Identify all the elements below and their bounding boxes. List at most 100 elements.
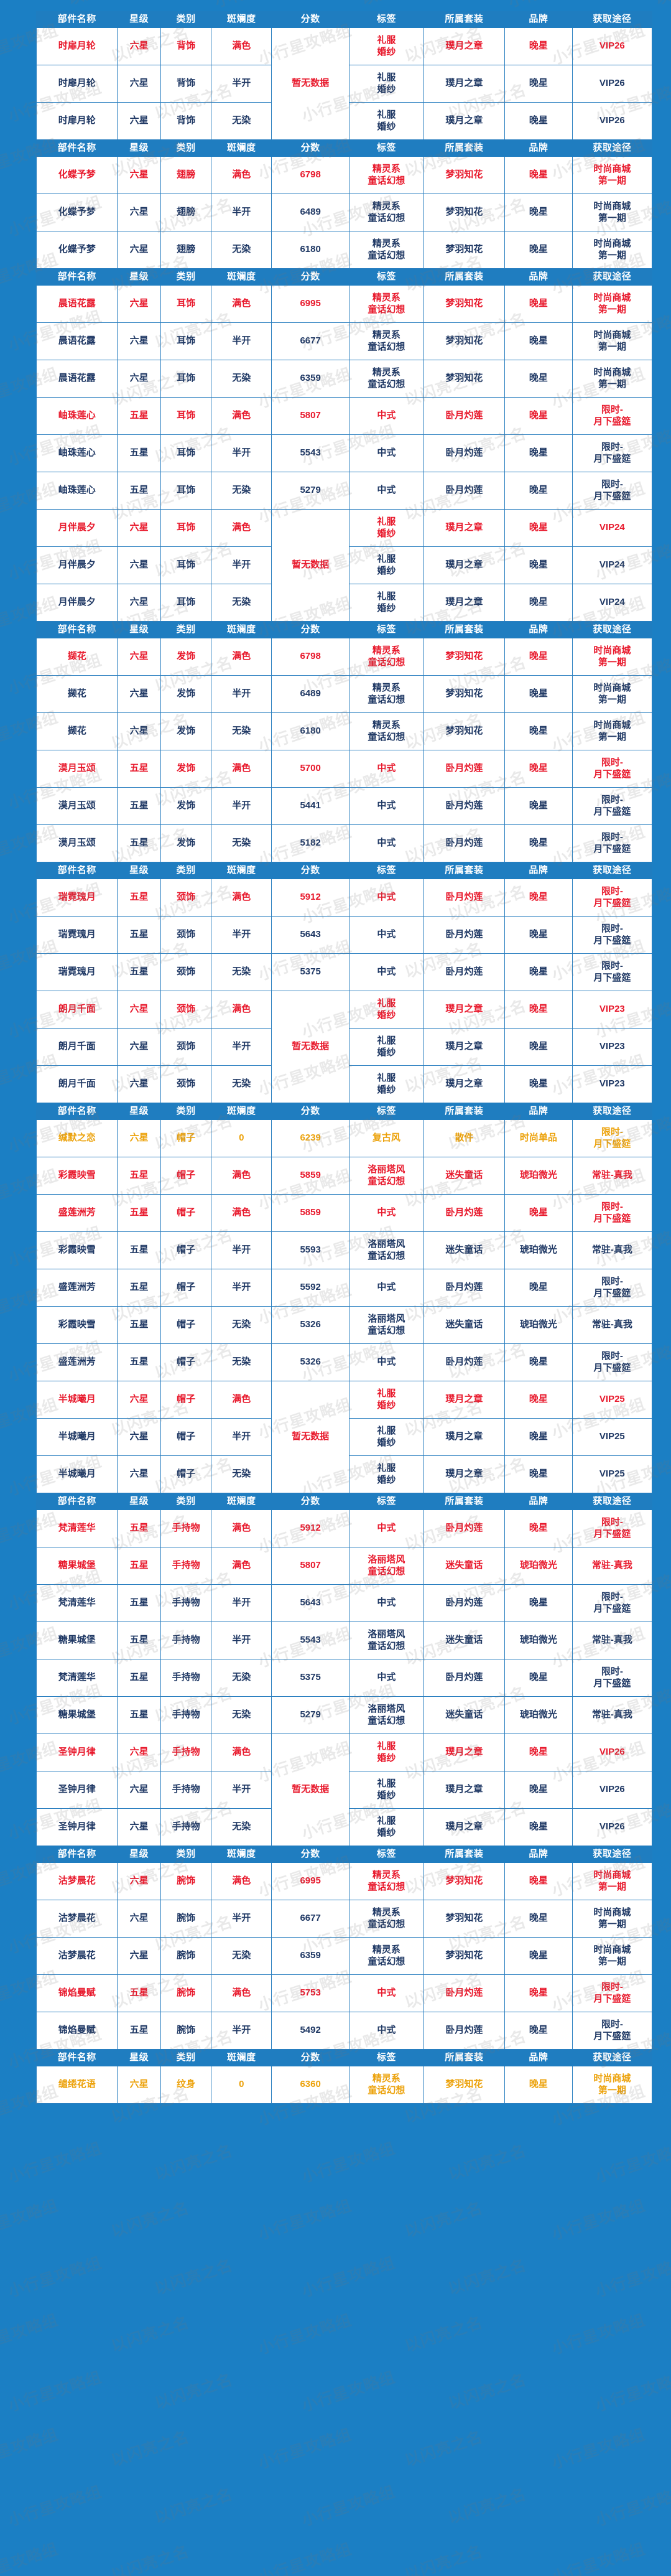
cell-tag: 中式 <box>349 953 424 991</box>
cell-part-name: 时扉月轮 <box>35 102 118 140</box>
cell-source: 限时- 月下盛筵 <box>572 1584 653 1622</box>
watermark-text: 以闪亮之名 <box>152 2371 235 2413</box>
watermark-text: 小行星攻略组 <box>550 2196 648 2244</box>
table-row: 撷花 六星 发饰 无染 6180 精灵系 童话幻想 梦羽知花 晚星 时尚商城 第一期 <box>35 712 653 750</box>
cell-star-level: 六星 <box>117 1119 161 1157</box>
cell-part-name: 月伴晨夕 <box>35 509 118 547</box>
watermark-text: 以闪亮之名 <box>152 2485 235 2527</box>
cell-star-level: 五星 <box>117 1194 161 1232</box>
cell-category: 翅膀 <box>160 231 212 269</box>
cell-suit: 梦羽知花 <box>423 1937 506 1975</box>
data-table: 部件名称 星级 类别 斑斓度 分数 标签 所属套装 品牌 获取途径 缄默之恋 六星 帽子 0 6239 复古… <box>35 1103 653 1493</box>
cell-tag: 礼服 婚纱 <box>349 991 424 1029</box>
cell-part-name: 沽梦晨花 <box>35 1900 118 1938</box>
cell-category: 手持物 <box>160 1771 212 1809</box>
table-row: 漠月玉颂 五星 发饰 半开 5441 中式 卧月灼莲 晚星 限时- 月下盛筵 <box>35 787 653 825</box>
column-header: 部件名称 <box>35 11 118 28</box>
cell-tag: 礼服 婚纱 <box>349 65 424 103</box>
table-row: 糖果城堡 五星 手持物 满色 5807 洛丽塔风 童话幻想 迷失童话 琥珀微光 常驻-真我 <box>35 1547 653 1585</box>
cell-suit: 璞月之章 <box>423 1734 506 1771</box>
cell-color-level: 满色 <box>211 1157 272 1195</box>
cell-brand: 晚星 <box>504 1937 573 1975</box>
cell-star-level: 五星 <box>117 1343 161 1381</box>
cell-star-level: 六星 <box>117 27 161 65</box>
cell-tag: 精灵系 童话幻想 <box>349 675 424 713</box>
cell-part-name: 时扉月轮 <box>35 65 118 103</box>
cell-star-level: 六星 <box>117 1862 161 1900</box>
cell-star-level: 五星 <box>117 1231 161 1269</box>
cell-category: 耳饰 <box>160 360 212 398</box>
cell-category: 耳饰 <box>160 584 212 622</box>
table-header-row: 部件名称 星级 类别 斑斓度 分数 标签 所属套装 品牌 获取途径 <box>35 1493 653 1510</box>
cell-category: 手持物 <box>160 1734 212 1771</box>
cell-color-level: 无染 <box>211 584 272 622</box>
cell-category: 颈饰 <box>160 1028 212 1066</box>
cell-tag: 礼服 婚纱 <box>349 102 424 140</box>
column-header: 标签 <box>349 269 424 286</box>
cell-tag: 复古风 <box>349 1119 424 1157</box>
cell-brand: 晚星 <box>504 675 573 713</box>
cell-color-level: 无染 <box>211 1065 272 1103</box>
column-header: 获取途径 <box>572 1846 653 1863</box>
cell-brand: 晚星 <box>504 194 573 231</box>
cell-part-name: 漠月玉颂 <box>35 787 118 825</box>
table-header-row: 部件名称 星级 类别 斑斓度 分数 标签 所属套装 品牌 获取途径 <box>35 622 653 638</box>
table-row: 晨语花露 六星 耳饰 半开 6677 精灵系 童话幻想 梦羽知花 晚星 时尚商城 第一期 <box>35 322 653 360</box>
cell-suit: 迷失童话 <box>423 1622 506 1659</box>
cell-source: 限时- 月下盛筵 <box>572 1974 653 2012</box>
cell-part-name: 糖果城堡 <box>35 1547 118 1585</box>
column-header: 斑斓度 <box>211 622 272 638</box>
cell-category: 帽子 <box>160 1343 212 1381</box>
cell-category: 帽子 <box>160 1231 212 1269</box>
cell-score: 5807 <box>271 1547 350 1585</box>
data-table: 部件名称 星级 类别 斑斓度 分数 标签 所属套装 品牌 获取途径 沽梦晨花 六星 腕饰 满色 6995 精… <box>35 1846 653 2050</box>
cell-source: 限时- 月下盛筵 <box>572 1510 653 1547</box>
column-header: 标签 <box>349 862 424 879</box>
cell-source: VIP23 <box>572 1028 653 1066</box>
table-row: 朗月千面 六星 颈饰 满色 暂无数据 礼服 婚纱 璞月之章 晚星 VIP23 <box>35 991 653 1103</box>
cell-color-level: 满色 <box>211 1510 272 1547</box>
cell-suit: 卧月灼莲 <box>423 1269 506 1307</box>
cell-tag: 中式 <box>349 879 424 917</box>
column-header: 分数 <box>271 2050 350 2066</box>
cell-color-level: 0 <box>211 2066 272 2104</box>
column-header: 分数 <box>271 140 350 157</box>
column-header: 获取途径 <box>572 269 653 286</box>
cell-star-level: 六星 <box>117 1734 161 1771</box>
cell-part-name: 梵清莲华 <box>35 1510 118 1547</box>
cell-source: VIP26 <box>572 1808 653 1846</box>
cell-suit: 迷失童话 <box>423 1547 506 1585</box>
cell-brand: 晚星 <box>504 1510 573 1547</box>
column-header: 星级 <box>117 862 161 879</box>
cell-tag: 精灵系 童话幻想 <box>349 322 424 360</box>
column-header: 星级 <box>117 269 161 286</box>
cell-part-name: 圣钟月律 <box>35 1771 118 1809</box>
cell-category: 手持物 <box>160 1547 212 1585</box>
cell-category: 发饰 <box>160 712 212 750</box>
column-header: 所属套装 <box>423 862 506 879</box>
column-header: 类别 <box>160 862 212 879</box>
table-row: 瑞霓瑰月 五星 颈饰 半开 5643 中式 卧月灼莲 晚星 限时- 月下盛筵 <box>35 916 653 954</box>
watermark-text: 以闪亮之名 <box>446 2142 529 2184</box>
cell-brand: 晚星 <box>504 231 573 269</box>
cell-brand: 晚星 <box>504 472 573 510</box>
cell-score: 6239 <box>271 1119 350 1157</box>
cell-brand: 晚星 <box>504 1734 573 1771</box>
cell-color-level: 满色 <box>211 27 272 65</box>
cell-brand: 晚星 <box>504 1343 573 1381</box>
cell-brand: 晚星 <box>504 1659 573 1697</box>
cell-brand: 晚星 <box>504 1862 573 1900</box>
cell-score: 5375 <box>271 1659 350 1697</box>
cell-category: 发饰 <box>160 750 212 788</box>
column-header: 分数 <box>271 1846 350 1863</box>
cell-score: 5543 <box>271 434 350 472</box>
cell-source: 限时- 月下盛筵 <box>572 1269 653 1307</box>
cell-part-name: 瑞霓瑰月 <box>35 916 118 954</box>
cell-brand: 晚星 <box>504 2066 573 2104</box>
table-row: 撷花 六星 发饰 半开 6489 精灵系 童话幻想 梦羽知花 晚星 时尚商城 第一期 <box>35 675 653 713</box>
cell-source: 限时- 月下盛筵 <box>572 953 653 991</box>
cell-category: 背饰 <box>160 65 212 103</box>
data-table: 部件名称 星级 类别 斑斓度 分数 标签 所属套装 品牌 获取途径 缱绻花语 六星 纹身 0 6360 精灵… <box>35 2050 653 2104</box>
cell-score: 5279 <box>271 472 350 510</box>
cell-color-level: 半开 <box>211 1269 272 1307</box>
